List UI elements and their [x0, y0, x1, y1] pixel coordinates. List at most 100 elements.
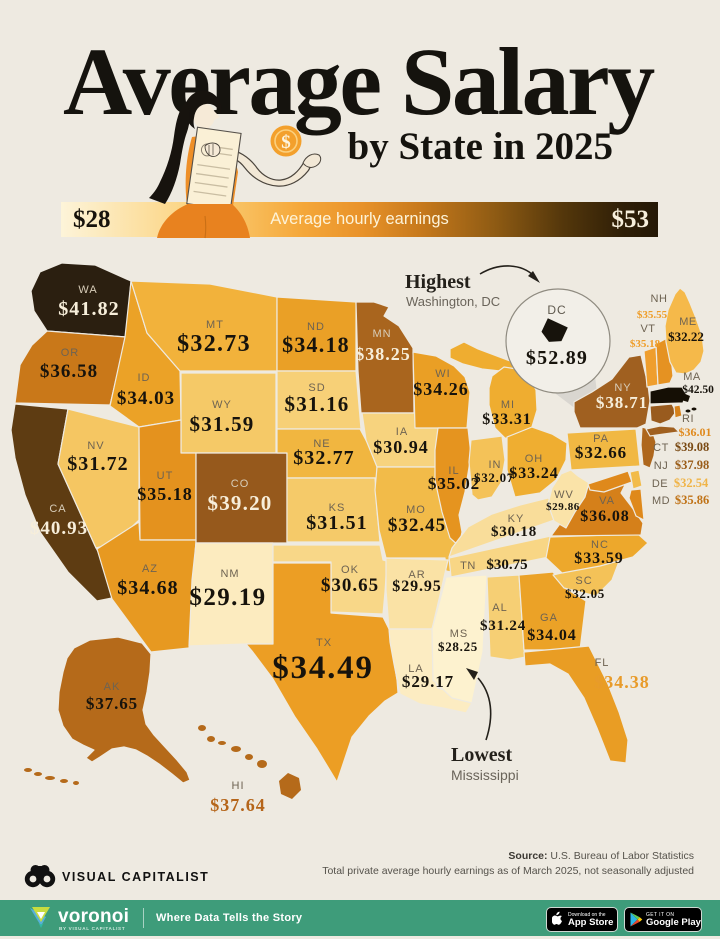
- svg-text:IL: IL: [448, 465, 459, 477]
- svg-text:MO: MO: [406, 504, 426, 516]
- svg-text:$33.24: $33.24: [509, 465, 558, 482]
- svg-text:GA: GA: [540, 612, 558, 624]
- svg-text:$32.66: $32.66: [575, 443, 627, 462]
- svg-text:$36.08: $36.08: [580, 508, 629, 525]
- svg-text:$31.51: $31.51: [306, 512, 368, 534]
- svg-text:$29.19: $29.19: [189, 584, 266, 611]
- svg-text:NV: NV: [87, 440, 104, 452]
- svg-text:LA: LA: [408, 663, 423, 675]
- svg-text:Highest: Highest: [405, 271, 471, 293]
- svg-text:WI: WI: [435, 368, 450, 380]
- svg-text:$32.22: $32.22: [668, 329, 704, 344]
- svg-text:$29.95: $29.95: [392, 578, 441, 595]
- svg-text:$32.77: $32.77: [293, 447, 355, 469]
- svg-text:NH: NH: [651, 293, 668, 305]
- svg-text:WY: WY: [212, 399, 232, 411]
- svg-text:IN: IN: [489, 459, 502, 471]
- svg-text:$36.58: $36.58: [40, 361, 98, 382]
- svg-text:$39.20: $39.20: [208, 491, 273, 515]
- svg-text:$37.98: $37.98: [675, 458, 709, 472]
- svg-text:CA: CA: [49, 503, 66, 515]
- svg-text:TN: TN: [460, 560, 476, 572]
- svg-text:$31.59: $31.59: [190, 412, 255, 436]
- svg-text:$34.04: $34.04: [527, 627, 576, 644]
- svg-text:AZ: AZ: [142, 563, 158, 575]
- svg-text:$32.73: $32.73: [177, 331, 251, 357]
- svg-text:WV: WV: [554, 489, 574, 501]
- svg-text:FL: FL: [595, 657, 610, 669]
- svg-text:KY: KY: [508, 513, 525, 525]
- svg-text:MI: MI: [501, 399, 515, 411]
- svg-text:SD: SD: [308, 382, 325, 394]
- svg-text:$34.68: $34.68: [117, 577, 179, 599]
- svg-text:$34.38: $34.38: [594, 672, 650, 692]
- svg-text:$32.54: $32.54: [674, 476, 709, 490]
- svg-text:SC: SC: [575, 575, 592, 587]
- svg-text:OH: OH: [525, 453, 544, 465]
- svg-text:$29.17: $29.17: [402, 672, 454, 691]
- svg-text:OR: OR: [61, 347, 80, 359]
- svg-text:$34.03: $34.03: [117, 388, 175, 409]
- svg-text:MA: MA: [683, 371, 701, 383]
- svg-text:VT: VT: [640, 323, 655, 335]
- svg-text:NY: NY: [614, 382, 631, 394]
- svg-text:WA: WA: [78, 284, 97, 296]
- svg-text:DE: DE: [652, 478, 668, 490]
- svg-text:$37.64: $37.64: [210, 795, 266, 815]
- svg-text:$34.18: $34.18: [282, 332, 350, 357]
- svg-text:$32.45: $32.45: [388, 515, 446, 536]
- svg-text:MS: MS: [450, 628, 469, 640]
- svg-text:$28.25: $28.25: [438, 639, 478, 654]
- svg-text:Washington, DC: Washington, DC: [406, 294, 500, 309]
- svg-text:AK: AK: [104, 681, 121, 693]
- svg-text:$36.01: $36.01: [679, 425, 712, 439]
- svg-text:$38.71: $38.71: [596, 393, 648, 412]
- svg-text:$32.07: $32.07: [474, 470, 514, 485]
- svg-text:Mississippi: Mississippi: [451, 767, 519, 783]
- svg-text:NM: NM: [220, 568, 239, 580]
- svg-text:NJ: NJ: [654, 460, 668, 472]
- svg-text:$30.65: $30.65: [321, 575, 379, 596]
- svg-text:$29.86: $29.86: [546, 501, 580, 513]
- svg-text:NC: NC: [591, 539, 609, 551]
- svg-text:OK: OK: [341, 564, 359, 576]
- svg-text:$41.82: $41.82: [58, 298, 120, 320]
- svg-text:$40.93: $40.93: [30, 518, 88, 539]
- svg-text:$34.49: $34.49: [272, 650, 374, 686]
- svg-text:AL: AL: [492, 602, 507, 614]
- svg-text:$42.50: $42.50: [682, 383, 714, 396]
- svg-text:IA: IA: [396, 426, 408, 438]
- svg-text:MN: MN: [372, 328, 391, 340]
- svg-text:$38.25: $38.25: [355, 344, 411, 364]
- svg-text:$52.89: $52.89: [526, 347, 588, 369]
- svg-text:HI: HI: [232, 780, 245, 792]
- svg-text:NE: NE: [313, 438, 330, 450]
- svg-text:$31.16: $31.16: [285, 392, 350, 416]
- svg-text:$31.72: $31.72: [67, 453, 129, 475]
- svg-text:UT: UT: [157, 470, 174, 482]
- svg-text:MT: MT: [206, 319, 224, 331]
- svg-text:$35.55: $35.55: [637, 309, 668, 321]
- svg-text:CT: CT: [653, 442, 669, 454]
- svg-text:TX: TX: [316, 637, 332, 649]
- svg-text:$30.94: $30.94: [373, 437, 429, 457]
- svg-text:$: $: [281, 132, 291, 153]
- svg-text:ID: ID: [138, 372, 151, 384]
- svg-text:$32.05: $32.05: [565, 586, 605, 601]
- svg-text:Lowest: Lowest: [451, 744, 512, 766]
- svg-text:ND: ND: [307, 321, 325, 333]
- svg-text:$30.75: $30.75: [486, 557, 527, 573]
- svg-text:$35.18: $35.18: [137, 484, 193, 504]
- svg-text:$33.31: $33.31: [482, 411, 531, 428]
- svg-text:VA: VA: [599, 495, 615, 507]
- svg-text:DC: DC: [547, 303, 566, 317]
- svg-text:$35.02: $35.02: [428, 474, 480, 493]
- svg-text:AR: AR: [408, 569, 425, 581]
- svg-text:$35.18: $35.18: [630, 338, 661, 350]
- svg-text:ME: ME: [679, 316, 697, 328]
- svg-text:MD: MD: [652, 495, 670, 507]
- svg-text:$39.08: $39.08: [675, 440, 709, 454]
- svg-text:$35.86: $35.86: [675, 493, 709, 507]
- svg-text:$37.65: $37.65: [86, 694, 138, 713]
- svg-text:$34.26: $34.26: [413, 379, 469, 399]
